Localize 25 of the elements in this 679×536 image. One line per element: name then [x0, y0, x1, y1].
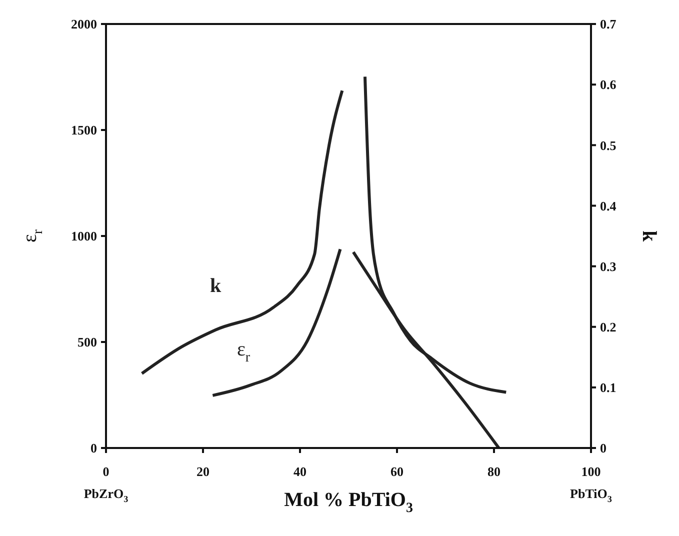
y2-tick-label: 0.7 [600, 16, 617, 32]
x-tick-label: 20 [196, 464, 210, 480]
y-tick-label: 2000 [71, 16, 97, 32]
x-tick-label: 80 [488, 464, 500, 480]
y-tick-label: 500 [78, 334, 97, 350]
y-tick-label: 1000 [71, 228, 97, 244]
x-tick-label: 100 [581, 464, 601, 480]
y-tick-label: 1500 [71, 122, 97, 138]
text: PbTiO$_{3}$ [570, 486, 612, 504]
y2-tick-label: 0.5 [600, 138, 617, 153]
x-axis-title: Mol % PbTiO$_{3}$ [284, 489, 413, 516]
y2-tick-label: 0.6 [600, 77, 617, 92]
y2-axis-title: k [638, 230, 660, 242]
y2-tick-label: 0.3 [600, 258, 617, 274]
x-tick-label: 0 [102, 464, 110, 480]
y2-tick-label: 0 [600, 440, 606, 456]
x-tick-label: 40 [294, 464, 306, 480]
y2-tick-label: 0.4 [600, 198, 617, 214]
series-label: ε$_{r}$ [237, 338, 250, 366]
y2-tick-label: 0.1 [600, 380, 616, 396]
series-label: k [210, 274, 222, 297]
text: PbZrO$_{3}$ [84, 486, 129, 504]
y-tick-label: 0 [90, 440, 97, 456]
y2-tick-label: 0.2 [600, 319, 616, 334]
x-tick-label: 60 [390, 464, 404, 480]
